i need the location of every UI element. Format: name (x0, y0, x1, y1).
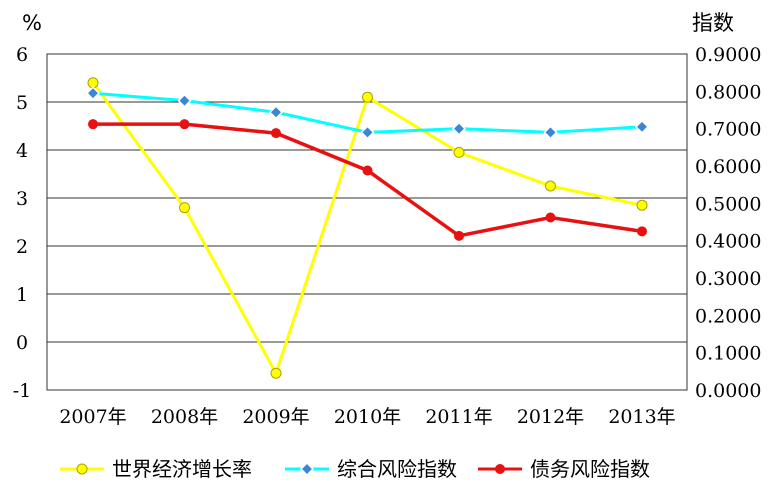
right-axis-ticks: 0.0000 0.1000 0.2000 0.3000 0.4000 0.5000 0.60… (695, 44, 761, 402)
right-tick-label: 0.9000 (695, 44, 761, 66)
data-point (453, 146, 465, 158)
x-tick-label: 2010年 (334, 406, 401, 428)
series-group (85, 77, 650, 379)
x-axis-ticks: 2007年 2008年 2009年 2010年 2011年 2012年 2013年 (59, 406, 675, 428)
data-point (360, 125, 375, 140)
left-tick-label: 2 (16, 236, 28, 258)
left-tick-label: 6 (16, 44, 28, 66)
data-point (495, 464, 505, 474)
right-tick-label: 0.4000 (695, 231, 761, 253)
data-point (268, 105, 284, 120)
x-tick-label: 2009年 (242, 406, 309, 428)
left-axis-ticks: -1 0 1 2 3 4 5 6 (13, 44, 32, 402)
data-point (177, 93, 192, 108)
legend: 世界经济增长率 综合风险指数 债务风险指数 (60, 457, 650, 481)
right-tick-label: 0.0000 (695, 380, 761, 402)
data-point (76, 463, 88, 475)
right-axis-unit: 指数 (692, 11, 734, 35)
data-point (362, 165, 373, 176)
data-point (634, 119, 650, 134)
data-point (362, 91, 373, 103)
legend-item: 债务风险指数 (478, 457, 650, 481)
x-tick-label: 2008年 (151, 406, 218, 428)
data-point (637, 226, 647, 237)
data-point (88, 119, 98, 130)
plot-area-border (46, 53, 688, 391)
series-3 (88, 119, 647, 241)
data-point (179, 119, 190, 130)
left-tick-label: 5 (16, 92, 28, 114)
legend-label: 债务风险指数 (530, 457, 650, 481)
left-tick-label: 4 (16, 140, 28, 162)
right-tick-label: 0.3000 (695, 268, 761, 290)
x-tick-label: 2013年 (608, 406, 675, 428)
x-tick-label: 2012年 (517, 406, 584, 428)
series-line (93, 122, 643, 238)
x-tick-label: 2007年 (59, 406, 126, 428)
legend-label: 世界经济增长率 (112, 457, 252, 481)
legend-item: 世界经济增长率 (60, 457, 252, 481)
data-point (454, 230, 464, 241)
data-point (271, 128, 281, 139)
right-tick-label: 0.2000 (695, 305, 761, 327)
right-tick-label: 0.1000 (695, 343, 761, 365)
data-point (85, 86, 101, 101)
left-tick-label: 1 (16, 284, 28, 306)
data-point (545, 212, 556, 223)
legend-item: 综合风险指数 (285, 457, 457, 481)
data-point (636, 199, 648, 211)
right-tick-label: 0.5000 (695, 193, 761, 215)
data-point (543, 125, 558, 140)
left-tick-label: -1 (13, 380, 32, 402)
gridlines (47, 101, 687, 343)
right-tick-label: 0.7000 (695, 119, 761, 141)
data-point (299, 461, 315, 477)
data-point (451, 121, 467, 136)
left-tick-label: 0 (16, 332, 28, 354)
data-point (545, 180, 556, 192)
data-point (179, 202, 190, 214)
right-tick-label: 0.6000 (695, 156, 761, 178)
series-2 (85, 86, 650, 140)
legend-label: 综合风险指数 (337, 457, 457, 481)
x-tick-label: 2011年 (425, 406, 492, 428)
left-tick-label: 3 (16, 188, 28, 210)
left-axis-unit: % (22, 11, 42, 35)
right-tick-label: 0.8000 (695, 81, 761, 103)
data-point (270, 367, 282, 379)
